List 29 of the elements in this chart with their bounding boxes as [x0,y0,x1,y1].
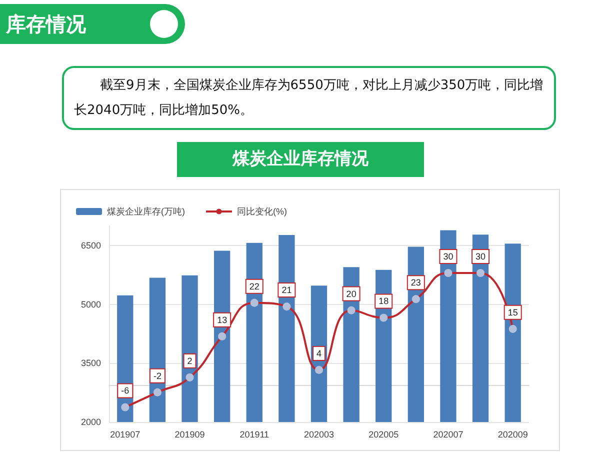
data-label: -2 [153,370,162,381]
y-tick-label: 3500 [80,358,101,368]
chart-title: 煤炭企业库存情况 [177,142,424,177]
data-label: 30 [443,251,454,262]
data-label: -6 [121,386,130,396]
data-label: 23 [410,278,421,288]
data-label: 30 [476,251,486,262]
data-label: 13 [217,314,228,325]
data-label: 20 [346,288,356,299]
data-label: 18 [378,296,389,306]
data-label: 22 [249,281,260,292]
data-label: 2 [187,356,192,366]
y-tick-label: 6500 [80,240,101,251]
y-tick-label: 2000 [80,417,101,427]
x-tick-label: 202003 [304,430,334,440]
legend-label: 同比变化(%) [236,206,287,216]
x-tick-label: 202005 [368,430,399,440]
x-tick-label: 202009 [498,430,528,440]
y-tick-label: 5000 [80,299,101,310]
legend-label: 煤炭企业库存(万吨) [107,206,185,216]
text: 库存情况 [0,4,185,44]
data-label: 15 [508,307,518,318]
x-tick-label: 201911 [240,430,270,440]
text: 截至9月末，全国煤炭企业库存为6550万吨，对比上月减少350万吨，同比增长2040万吨，同比增加50%。 [62,66,556,130]
x-tick-label: 201909 [174,430,205,440]
x-tick-label: 202007 [433,430,464,440]
data-label: 4 [316,348,322,358]
data-label: 21 [282,285,292,296]
x-tick-label: 201907 [110,430,140,440]
